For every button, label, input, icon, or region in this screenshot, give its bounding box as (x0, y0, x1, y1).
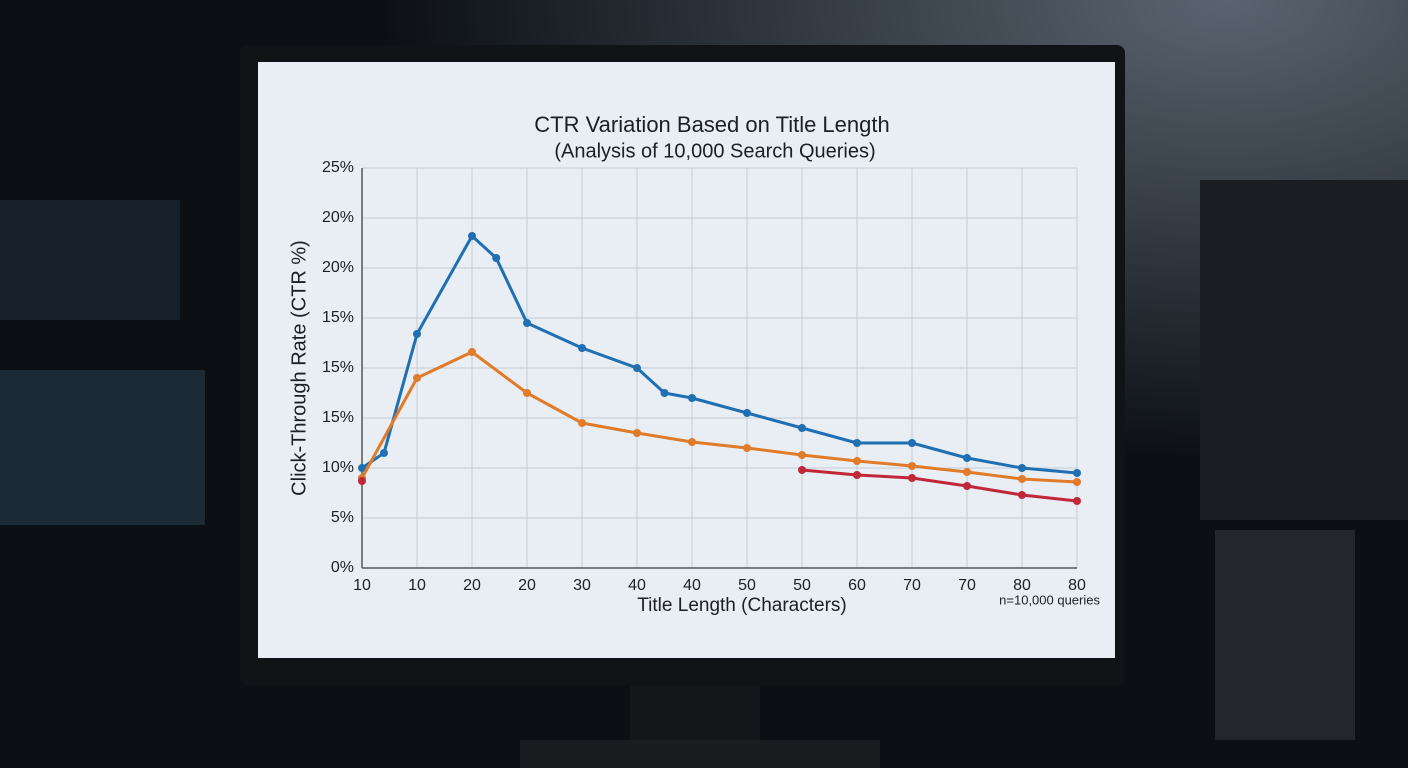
y-axis-label: Click-Through Rate (CTR %) (288, 240, 310, 496)
x-tick-label: 20 (463, 577, 481, 594)
data-point (660, 389, 669, 397)
server-rack (1200, 180, 1408, 520)
x-tick-label: 40 (628, 577, 646, 594)
data-point (798, 466, 806, 474)
data-point (963, 454, 971, 462)
series-line (801, 468, 1078, 503)
data-point (743, 409, 751, 417)
y-tick-label: 25% (322, 159, 354, 176)
x-axis-label: Title Length (Characters) (637, 595, 846, 616)
data-point (633, 429, 641, 437)
data-point (633, 364, 641, 372)
data-point (492, 254, 501, 262)
x-tick-label: 50 (738, 577, 756, 594)
x-tick-label: 70 (903, 577, 921, 594)
data-point (688, 438, 696, 446)
data-point (1073, 469, 1081, 477)
y-tick-label: 10% (322, 459, 354, 476)
data-point (413, 374, 421, 382)
data-point (380, 449, 388, 457)
data-point (413, 330, 421, 338)
annotation: n=10,000 queries (999, 592, 1100, 607)
pc-case (1215, 530, 1355, 740)
data-point (1018, 491, 1026, 499)
y-tick-label: 20% (322, 259, 354, 276)
y-tick-label: 15% (322, 359, 354, 376)
x-tick-label: 80 (1013, 577, 1031, 594)
x-tick-label: 50 (793, 577, 811, 594)
data-point (908, 439, 916, 447)
chart-subtitle: (Analysis of 10,000 Search Queries) (554, 140, 875, 162)
data-point (908, 474, 916, 482)
data-point (853, 457, 861, 465)
y-tick-label: 0% (331, 559, 354, 576)
y-tick-label: 5% (331, 509, 354, 526)
x-tick-label: 80 (1068, 577, 1086, 594)
data-point (963, 482, 971, 490)
side-monitor (0, 370, 205, 525)
chart-title: CTR Variation Based on Title Length (534, 112, 889, 137)
data-point (578, 344, 586, 352)
y-tick-label: 20% (322, 209, 354, 226)
data-point (1018, 475, 1026, 483)
data-point (468, 232, 476, 240)
data-point (743, 444, 751, 452)
x-tick-label: 20 (518, 577, 536, 594)
data-point (1073, 497, 1081, 505)
data-point (578, 419, 586, 427)
data-point (688, 394, 696, 402)
data-point (908, 462, 916, 470)
y-tick-label: 15% (322, 309, 354, 326)
x-tick-label: 70 (958, 577, 976, 594)
series-line (360, 350, 1078, 484)
y-tick-label: 15% (322, 409, 354, 426)
monitor-base (520, 740, 880, 768)
x-tick-label: 10 (353, 577, 371, 594)
data-point (963, 468, 971, 476)
screen (258, 62, 1115, 658)
data-point (1018, 464, 1026, 472)
data-point (468, 348, 476, 356)
x-tick-label: 10 (408, 577, 426, 594)
data-point (1073, 478, 1081, 486)
data-point (798, 451, 806, 459)
data-point (358, 464, 366, 472)
data-point (798, 424, 806, 432)
data-point (853, 439, 861, 447)
data-point (853, 471, 861, 479)
data-point (358, 477, 366, 485)
x-tick-label: 40 (683, 577, 701, 594)
side-monitor (0, 200, 180, 320)
data-point (523, 319, 531, 327)
data-point (523, 389, 531, 397)
x-tick-label: 30 (573, 577, 591, 594)
x-tick-label: 60 (848, 577, 866, 594)
